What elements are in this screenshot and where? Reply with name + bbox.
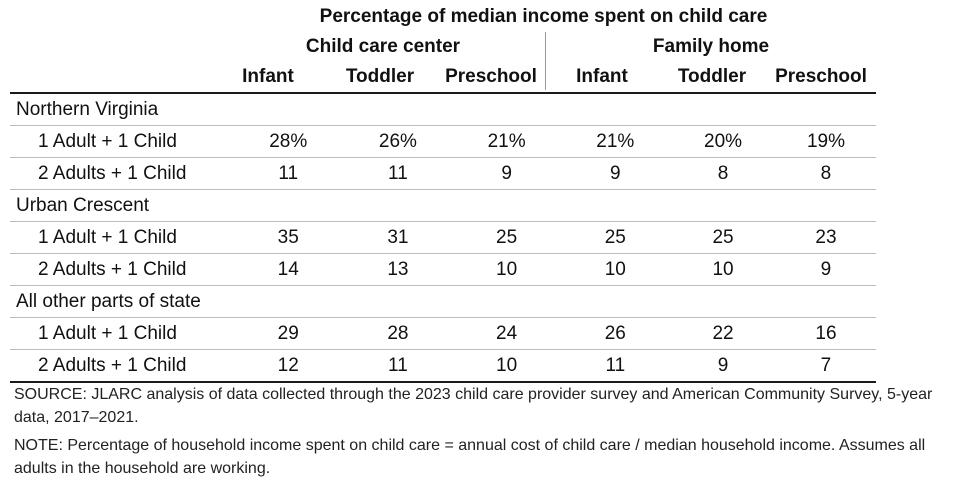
table-cell: 26: [560, 317, 671, 350]
table-cell: 10: [670, 253, 776, 286]
table-cell: 31: [343, 221, 453, 254]
table-cell: 25: [560, 221, 671, 254]
region-row: All other parts of state: [10, 285, 876, 318]
table-row: 2 Adults + 1 Child 11 11 9 9 8 8: [10, 157, 876, 190]
region-label: Urban Crescent: [10, 189, 876, 222]
table-cell: 21%: [560, 125, 671, 158]
column-header-center-toddler: Toddler: [345, 66, 415, 87]
row-label: 2 Adults + 1 Child: [10, 253, 234, 286]
row-label: 1 Adult + 1 Child: [10, 125, 234, 158]
region-row: Urban Crescent: [10, 189, 876, 222]
table-row: 2 Adults + 1 Child 12 11 10 11 9 7: [10, 349, 876, 383]
region-label: All other parts of state: [10, 285, 876, 318]
table-cell: 9: [452, 157, 561, 190]
table-cell: 22: [670, 317, 776, 350]
table-cell: 10: [452, 253, 561, 286]
table-cell: 11: [560, 349, 671, 383]
table-cell: 11: [343, 349, 453, 383]
group-divider: [545, 32, 546, 90]
table-cell: 9: [670, 349, 776, 383]
table-cell: 12: [233, 349, 344, 383]
table-cell: 11: [233, 157, 344, 190]
column-header-home-preschool: Preschool: [775, 66, 867, 87]
table-cell: 14: [233, 253, 344, 286]
column-header-home-infant: Infant: [576, 66, 628, 87]
table-cell: 24: [452, 317, 561, 350]
region-row: Northern Virginia: [10, 92, 876, 126]
table-cell: 8: [775, 157, 876, 190]
table-cell: 10: [560, 253, 671, 286]
table-cell: 23: [775, 221, 876, 254]
group-header-family-home: Family home: [652, 36, 770, 57]
group-header-child-care-center: Child care center: [305, 36, 461, 57]
table-cell: 28%: [233, 125, 344, 158]
table-cell: 26%: [343, 125, 453, 158]
table-cell: 25: [452, 221, 561, 254]
row-label: 1 Adult + 1 Child: [10, 221, 234, 254]
table-cell: 25: [670, 221, 776, 254]
table-row: 1 Adult + 1 Child 29 28 24 26 22 16: [10, 317, 876, 350]
table-cell: 11: [343, 157, 453, 190]
table-cell: 29: [233, 317, 344, 350]
source-note: SOURCE: JLARC analysis of data collected…: [14, 386, 933, 426]
row-label: 1 Adult + 1 Child: [10, 317, 234, 350]
column-header-center-infant: Infant: [242, 66, 294, 87]
table-cell: 35: [233, 221, 344, 254]
table-cell: 21%: [452, 125, 561, 158]
table-cell: 20%: [670, 125, 776, 158]
table-title: Percentage of median income spent on chi…: [319, 6, 768, 27]
table-row: 2 Adults + 1 Child 14 13 10 10 10 9: [10, 253, 876, 286]
table-cell: 16: [775, 317, 876, 350]
table-cell: 28: [343, 317, 453, 350]
data-table: Northern Virginia 1 Adult + 1 Child 28% …: [10, 92, 876, 383]
table-cell: 13: [343, 253, 453, 286]
table-row: 1 Adult + 1 Child 35 31 25 25 25 23: [10, 221, 876, 254]
footnote: NOTE: Percentage of household income spe…: [14, 437, 926, 477]
table-cell: 8: [670, 157, 776, 190]
table-row: 1 Adult + 1 Child 28% 26% 21% 21% 20% 19…: [10, 125, 876, 158]
table-cell: 9: [560, 157, 671, 190]
table-cell: 19%: [775, 125, 876, 158]
column-header-center-preschool: Preschool: [445, 66, 537, 87]
region-label: Northern Virginia: [10, 92, 876, 126]
table-cell: 9: [775, 253, 876, 286]
table-cell: 10: [452, 349, 561, 383]
column-header-home-toddler: Toddler: [677, 66, 747, 87]
row-label: 2 Adults + 1 Child: [10, 157, 234, 190]
table-cell: 7: [775, 349, 876, 383]
row-label: 2 Adults + 1 Child: [10, 349, 234, 383]
